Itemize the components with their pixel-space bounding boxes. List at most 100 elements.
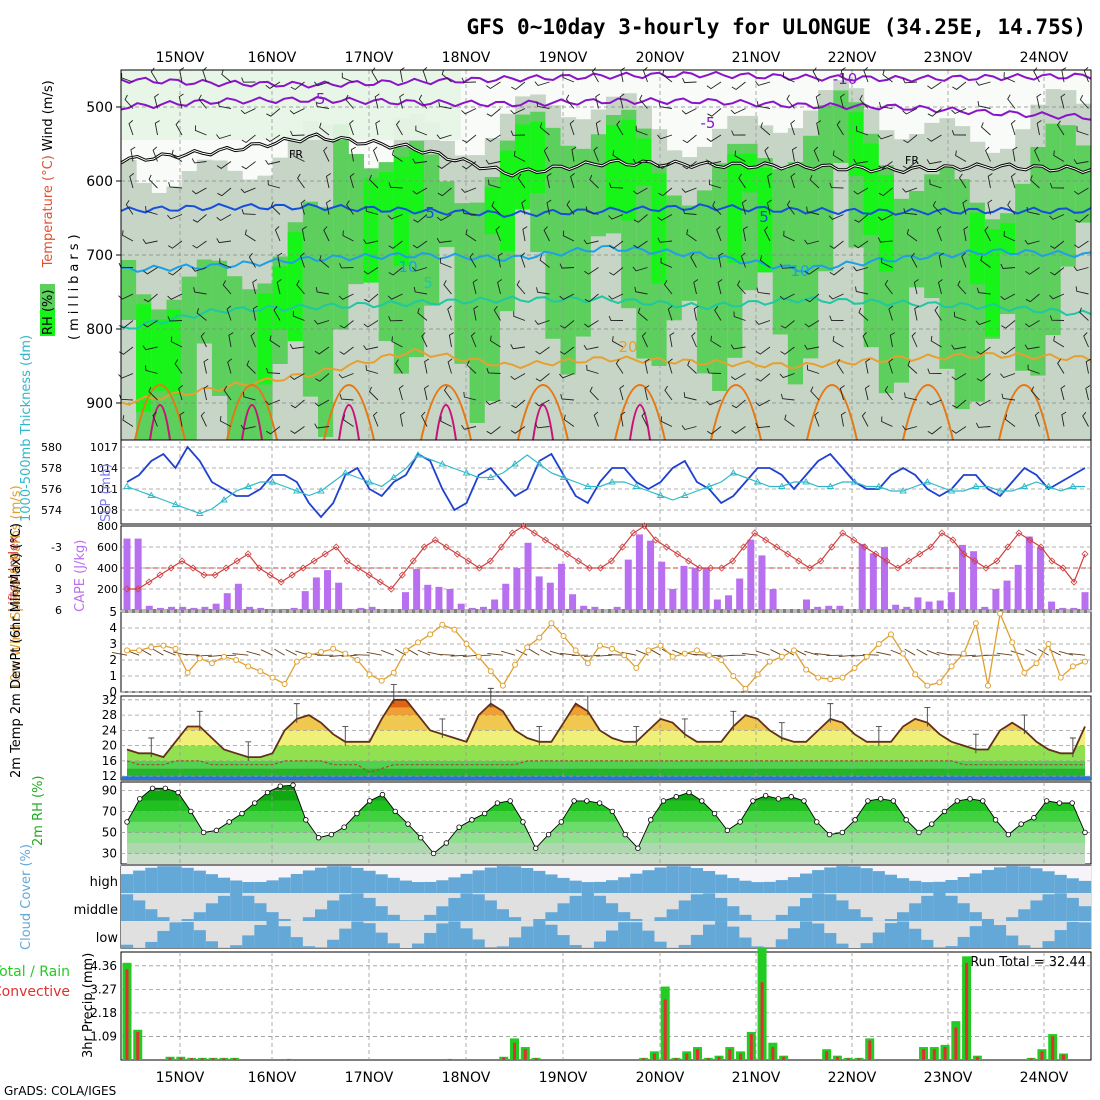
wind-barb [657,214,673,221]
precip-tick-1.09: 1.09 [90,1029,117,1043]
cloud-cell [909,880,922,893]
cloud-cell [654,917,668,921]
li-point [486,557,494,565]
wind-barb [1060,385,1066,401]
wind-point [742,685,749,692]
wind-barb [495,226,501,242]
cloud-cell [157,917,170,921]
precip-conv-bar [868,1040,872,1060]
cloud-bg [945,921,959,948]
run-total: Run Total = 32.44 [970,955,1086,970]
rh-point [609,808,616,815]
wind-barb [1049,315,1065,321]
precip-conv-bar [1051,1036,1055,1060]
wind-barb [365,206,379,215]
wind-point [718,657,725,663]
thickness-point [972,482,980,489]
wind-point [912,671,919,678]
wind-barb [439,258,452,268]
rh-point [1043,798,1050,804]
series-lifted-index [127,525,1086,590]
cloud-cell [121,894,134,921]
thickness-point [996,487,1004,494]
cloud-cell [739,937,752,948]
cloud-cell [751,920,765,921]
isotherm-30-bump [149,404,171,441]
wind-barb [412,187,428,195]
cloud-cell [205,874,219,893]
wind-point [1009,639,1016,646]
cloud-cell [727,906,740,921]
wind-barb [683,392,697,401]
cloud-cell [327,939,340,948]
temp-minmax [196,710,203,731]
thickness-point [317,487,325,494]
li-point [1015,529,1023,537]
wind-barb [203,358,209,374]
bottom-date-labels: 15NOV 16NOV 17NOV 18NOV 19NOV 20NOV 21NOV 22NOV… [156,1070,1069,1086]
wind10-barb [549,650,564,656]
li-point [475,564,483,572]
cloud-cell [1066,897,1080,921]
rh-point [635,845,641,851]
cloud-cell [666,909,680,921]
wind-barb [388,316,403,322]
rh-point [571,798,577,804]
wind-barb [171,149,183,162]
wind-barb [152,146,158,162]
cloud-bg [848,921,862,948]
wind-barb [167,240,183,249]
wind-barb [951,108,967,115]
rh-point [724,827,731,834]
wind-barb [486,368,501,374]
thickness-point [244,482,253,489]
wind-barb [174,359,183,374]
wind-barb [122,415,134,427]
cloud-bg [884,893,898,921]
wind-point [997,610,1004,617]
cloud-cell [460,893,474,921]
wind-barb [730,373,746,381]
wind10-barb [285,649,297,656]
wind-barb [461,108,477,115]
wind-barb [252,279,258,295]
rh-point [341,824,347,830]
rh-point [890,798,897,804]
cape-bar [569,594,577,610]
wind-point [900,650,907,657]
wind-point [596,642,603,649]
li-point [211,571,219,579]
thickness-point [414,451,422,458]
wind-barb [395,359,403,374]
wind-barb [179,411,185,427]
wind-point [293,658,300,665]
wind-point [160,642,167,649]
wind-barb [784,414,795,427]
wind-barb [1034,411,1040,427]
cape-bar [613,606,621,610]
rh-point [418,835,424,841]
top-date-18NOV: 18NOV [442,50,491,66]
rh-col-green [196,259,213,344]
wind-point [221,653,228,660]
cloud-bg [933,921,946,948]
wind-barb [447,305,452,321]
isotherm-25-bump [323,384,375,441]
cape-bar [491,599,499,610]
cloud-cell [339,928,352,948]
precip-conv-bar [652,1053,656,1060]
wind-barb [759,255,771,268]
wind-barb [634,286,648,295]
wind-barb [742,226,748,242]
wind-barb [660,416,673,427]
wind-barb [486,108,501,117]
li-tick-6: 6 [55,604,62,617]
wind-point [584,660,591,667]
wind-barb [300,199,306,215]
cape-bar [769,589,777,610]
rh-point [980,798,986,804]
rh-point [481,810,488,817]
wind-barb [854,214,869,223]
wind-barb [198,94,207,109]
